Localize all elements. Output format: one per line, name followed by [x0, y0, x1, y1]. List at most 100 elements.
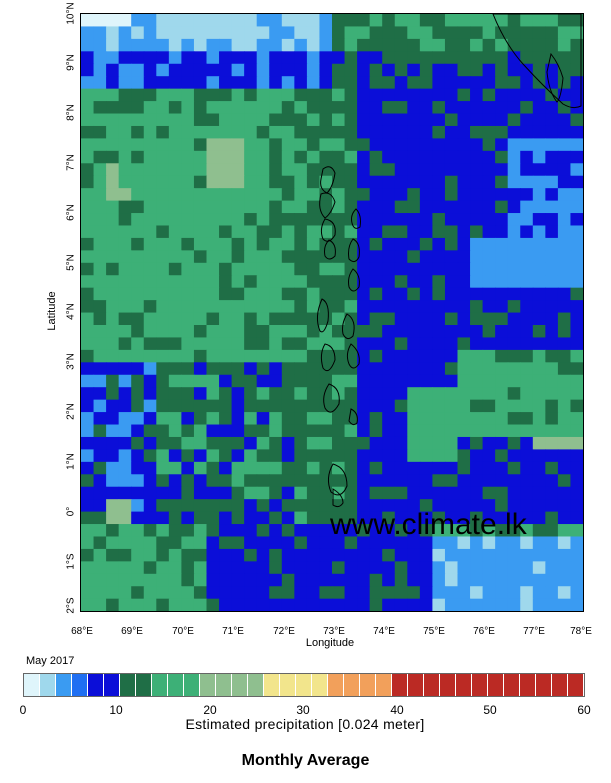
heatmap-cell [382, 200, 396, 214]
heatmap-cell [306, 325, 321, 339]
heatmap-cell [244, 412, 258, 426]
heatmap-cell [394, 51, 408, 65]
heatmap-cell [319, 76, 333, 90]
heatmap-cell [444, 561, 459, 575]
heatmap-cell [319, 138, 333, 152]
heatmap-cell [306, 399, 321, 413]
heatmap-cell [344, 387, 358, 401]
heatmap-cell [495, 337, 509, 351]
heatmap-cell [482, 76, 496, 90]
heatmap-cell [156, 511, 170, 525]
heatmap-cell [382, 51, 396, 65]
heatmap-cell [193, 486, 208, 500]
heatmap-cell [357, 287, 371, 301]
heatmap-cell [507, 150, 521, 164]
heatmap-cell [319, 51, 333, 65]
heatmap-cell [557, 424, 572, 438]
heatmap-cell [281, 424, 295, 438]
heatmap-cell [332, 138, 346, 152]
heatmap-cell [81, 275, 95, 289]
heatmap-cell [532, 598, 546, 611]
heatmap-cell [432, 88, 446, 102]
heatmap-cell [319, 412, 333, 426]
heatmap-cell [319, 188, 333, 202]
heatmap-cell [532, 424, 546, 438]
heatmap-cell [545, 349, 559, 363]
heatmap-cell [394, 287, 408, 301]
heatmap-cell [432, 113, 446, 127]
heatmap-cell [319, 63, 333, 77]
heatmap-cell [168, 101, 182, 115]
heatmap-cell [507, 548, 521, 562]
heatmap-cell [231, 474, 245, 488]
heatmap-cell [306, 14, 321, 28]
heatmap-cell [206, 424, 220, 438]
heatmap-cell [306, 101, 321, 115]
heatmap-cell [369, 499, 383, 513]
heatmap-cell [306, 51, 321, 65]
heatmap-cell [244, 312, 258, 326]
heatmap-cell [281, 200, 295, 214]
legend-tick-label: 0 [19, 703, 27, 717]
heatmap-cell [244, 63, 258, 77]
heatmap-cell [93, 524, 107, 538]
heatmap-cell [206, 113, 220, 127]
heatmap-cell [419, 88, 433, 102]
heatmap-cell [244, 300, 258, 314]
heatmap-cell [419, 362, 433, 376]
heatmap-cell [269, 499, 283, 513]
heatmap-cell [131, 76, 145, 90]
lat-tick-label: 2°S [65, 597, 77, 614]
heatmap-cell [532, 225, 546, 239]
legend-color-swatch [440, 674, 456, 696]
heatmap-cell [281, 188, 295, 202]
legend-color-swatch [184, 674, 200, 696]
heatmap-cell [244, 387, 258, 401]
heatmap-cell [394, 486, 408, 500]
heatmap-cell [118, 150, 132, 164]
heatmap-cell [357, 412, 371, 426]
heatmap-cell [444, 26, 459, 40]
heatmap-cell [344, 399, 358, 413]
heatmap-cell [357, 76, 371, 90]
heatmap-cell [495, 163, 509, 177]
heatmap-cell [470, 424, 484, 438]
heatmap-cell [206, 200, 220, 214]
heatmap-cell [382, 250, 396, 264]
heatmap-cell [369, 449, 383, 463]
heatmap-cell [532, 175, 546, 189]
heatmap-cell [231, 387, 245, 401]
heatmap-cell [344, 349, 358, 363]
heatmap-cell [482, 536, 496, 550]
heatmap-cell [344, 101, 358, 115]
heatmap-cell [457, 300, 471, 314]
heatmap-cell [545, 412, 559, 426]
heatmap-cell [545, 598, 559, 611]
heatmap-cell [81, 461, 95, 475]
heatmap-cell [118, 337, 132, 351]
heatmap-cell [557, 38, 572, 52]
heatmap-cell [344, 250, 358, 264]
heatmap-cell [470, 262, 484, 276]
heatmap-cell [545, 225, 559, 239]
heatmap-cell [294, 175, 308, 189]
heatmap-cell [520, 374, 534, 388]
heatmap-cell [281, 262, 295, 276]
heatmap-cell [118, 287, 132, 301]
heatmap-cell [118, 237, 132, 251]
heatmap-cell [570, 188, 583, 202]
heatmap-cell [93, 337, 107, 351]
heatmap-cell [570, 573, 583, 587]
heatmap-cell [294, 14, 308, 28]
heatmap-cell [470, 474, 484, 488]
heatmap-cell [206, 125, 220, 139]
heatmap-cell [470, 337, 484, 351]
heatmap-cell [93, 213, 107, 227]
heatmap-cell [81, 337, 95, 351]
heatmap-cell [143, 113, 157, 127]
heatmap-cell [482, 188, 496, 202]
heatmap-cell [520, 237, 534, 251]
heatmap-cell [419, 188, 433, 202]
heatmap-cell [432, 337, 446, 351]
heatmap-cell [495, 88, 509, 102]
